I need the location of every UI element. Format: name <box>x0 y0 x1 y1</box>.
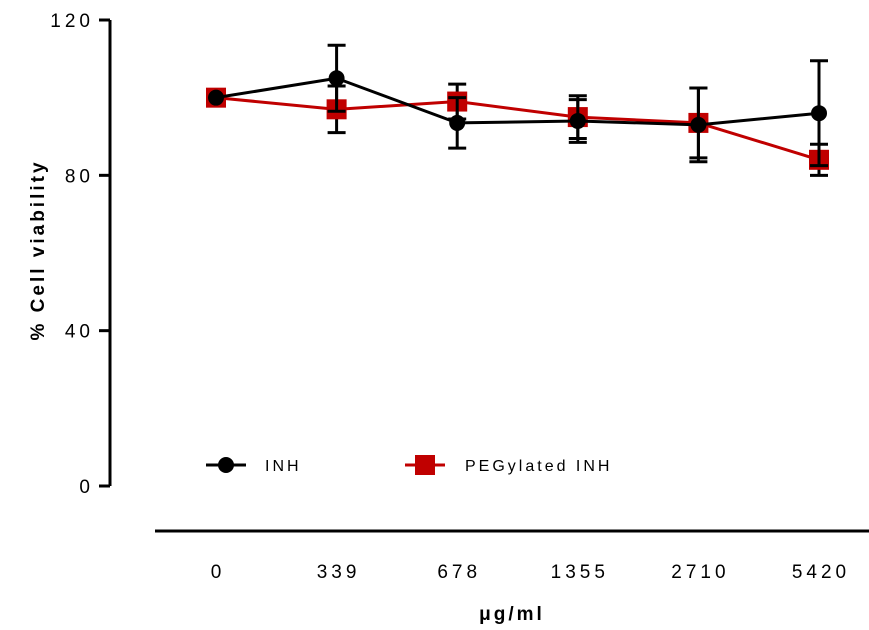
legend-label: PEGylated INH <box>465 458 612 475</box>
x-tick-label: 5420 <box>792 562 850 583</box>
data-point-circle <box>208 89 224 106</box>
x-axis-title: μg/ml <box>479 604 545 625</box>
legend: INH PEGylated INH <box>206 455 612 475</box>
x-tick-label: 339 <box>317 562 361 583</box>
legend-marker-square <box>415 455 435 475</box>
y-tick-label: 40 <box>65 322 94 343</box>
legend-item-pegylated-inh: PEGylated INH <box>405 455 612 475</box>
series-layer <box>206 43 829 177</box>
y-axis: 0 40 80 120 <box>50 11 112 498</box>
y-axis-title: % Cell viability <box>28 159 49 340</box>
series-inh <box>208 43 828 168</box>
legend-item-inh: INH <box>206 457 302 475</box>
y-tick-label: 0 <box>79 477 94 498</box>
legend-marker-circle <box>218 457 234 473</box>
series-line <box>215 96 820 162</box>
series-line <box>215 76 820 127</box>
data-point-circle <box>690 116 707 133</box>
data-point-circle <box>328 70 345 87</box>
data-point-circle <box>811 105 827 122</box>
x-tick-label: 0 <box>211 562 226 583</box>
x-tick-label: 2710 <box>671 562 729 583</box>
data-point-circle <box>569 112 586 129</box>
data-point-circle <box>449 114 466 131</box>
y-tick-label: 120 <box>50 11 94 32</box>
y-tick-label: 80 <box>65 166 94 187</box>
x-tick-label: 1355 <box>551 562 609 583</box>
series-pegylated-inh <box>206 82 829 177</box>
x-axis: 0 339 678 1355 2710 5420 <box>155 529 869 583</box>
legend-label: INH <box>265 458 302 475</box>
x-tick-label: 678 <box>437 562 481 583</box>
